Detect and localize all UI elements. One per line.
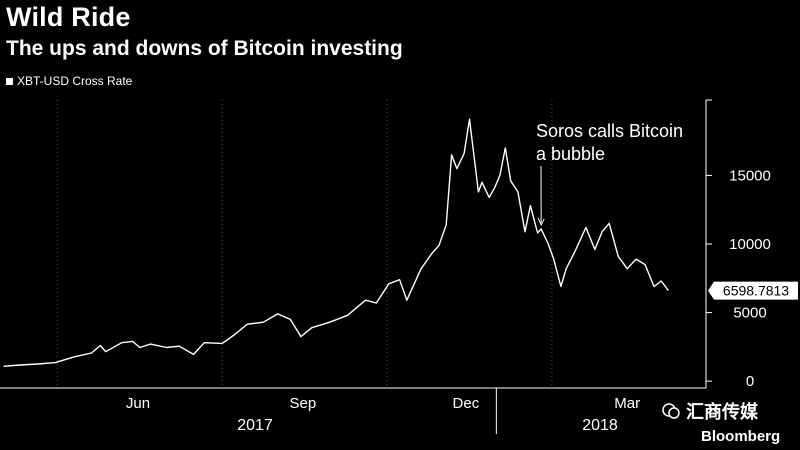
last-value-label: 6598.7813 [723, 283, 789, 299]
y-tick-label-3: 15000 [729, 167, 771, 184]
x-tick-label-3: Mar [614, 395, 640, 412]
legend-swatch [6, 77, 13, 85]
chart-series [3, 118, 669, 367]
x-tick-label-2: Dec [453, 395, 480, 412]
annotation-line-1: Soros calls Bitcoin [536, 121, 683, 141]
y-tick-label-0: 0 [746, 373, 754, 390]
last-value-callout [708, 281, 798, 300]
chat-bubble-icon [662, 403, 680, 419]
annotation-group: 6598.7813 Soros calls Bitcoin a bubble [536, 121, 798, 300]
chart-subtitle: The ups and downs of Bitcoin investing [6, 37, 403, 60]
watermark-text: 汇商传媒 [686, 402, 758, 422]
y-tick-label-2: 10000 [729, 236, 771, 253]
watermark: 汇商传媒 [662, 398, 758, 424]
legend-label: XBT-USD Cross Rate [17, 74, 133, 88]
x-tick-label-1: Sep [289, 395, 316, 412]
legend: XBT-USD Cross Rate [6, 74, 132, 88]
x-tick-label-0: Jun [126, 395, 150, 412]
chart-title: Wild Ride [6, 2, 131, 32]
year-label-1: 2018 [582, 417, 618, 434]
price-line [3, 118, 669, 367]
annotation-line-2: a bubble [536, 144, 605, 164]
chart-axes: 0 5000 10000 15000 Jun Sep Dec Mar 2017 2018 [0, 99, 771, 434]
bloomberg-logo: Bloomberg [701, 428, 781, 445]
year-label-0: 2017 [237, 417, 273, 434]
y-tick-label-1: 5000 [733, 305, 766, 322]
annotation-arrowhead [537, 217, 545, 227]
chart-grid [56, 100, 553, 388]
